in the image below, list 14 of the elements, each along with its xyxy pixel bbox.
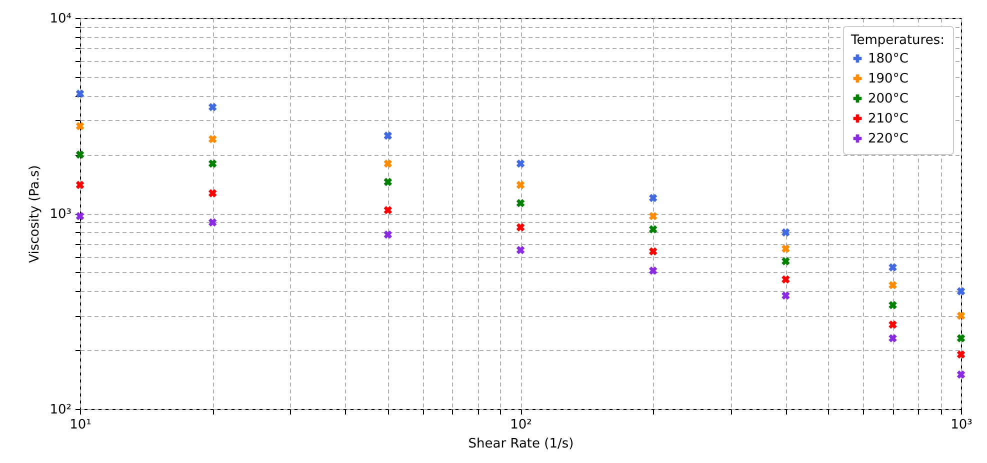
x-tick-label: 10¹ — [70, 418, 92, 432]
legend-label: 220°C — [868, 132, 908, 146]
legend-label: 210°C — [868, 112, 908, 126]
y-axis-title: Viscosity (Pa.s) — [28, 165, 43, 263]
legend-title: Temperatures: — [850, 33, 945, 48]
legend-label: 200°C — [868, 92, 908, 106]
y-tick-label: 10² — [50, 402, 72, 418]
legend-label: 190°C — [868, 72, 908, 86]
x-tick-label: 10² — [510, 418, 532, 432]
x-tick-label: 10³ — [950, 418, 972, 432]
x-axis-title: Shear Rate (1/s) — [468, 436, 574, 452]
legend-label: 180°C — [868, 52, 908, 66]
y-tick-label: 10³ — [50, 207, 72, 222]
y-tick-label: 10⁴ — [50, 12, 72, 26]
